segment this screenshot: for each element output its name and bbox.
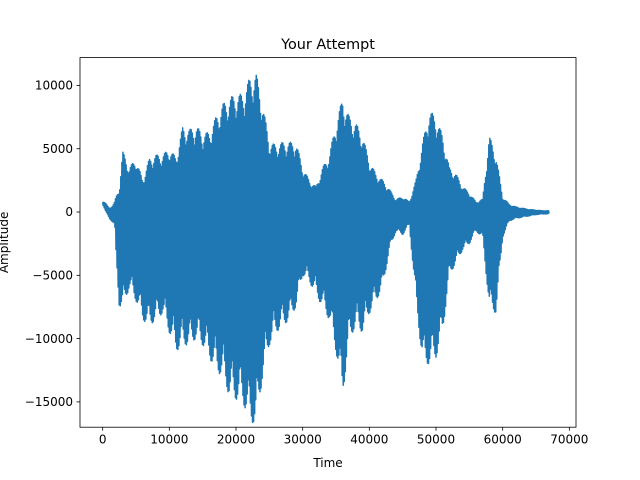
y-axis-label: Amplitude bbox=[0, 212, 11, 274]
x-tick-label: 60000 bbox=[484, 433, 522, 447]
x-tick-label: 0 bbox=[99, 433, 107, 447]
x-axis: 0 10000 20000 30000 40000 50000 60000 70000 bbox=[99, 427, 588, 447]
plot-area bbox=[101, 74, 550, 424]
y-tick-label: 5000 bbox=[42, 142, 73, 156]
y-axis: −15000 −10000 −5000 0 5000 10000 bbox=[25, 79, 80, 409]
waveform-series-line bbox=[101, 74, 550, 424]
axes-frame bbox=[79, 57, 577, 428]
x-tick-label: 40000 bbox=[350, 433, 388, 447]
y-tick-label: 0 bbox=[65, 205, 73, 219]
x-tick-label: 10000 bbox=[150, 433, 188, 447]
chart-title: Your Attempt bbox=[280, 37, 375, 53]
y-tick-label: −10000 bbox=[25, 332, 73, 346]
x-axis-label: Time bbox=[312, 456, 342, 470]
y-tick-label: −5000 bbox=[32, 269, 73, 283]
x-tick-label: 50000 bbox=[417, 433, 455, 447]
y-tick-label: −15000 bbox=[25, 395, 73, 409]
x-tick-label: 30000 bbox=[284, 433, 322, 447]
x-tick-label: 70000 bbox=[550, 433, 588, 447]
y-tick-label: 10000 bbox=[35, 79, 73, 93]
x-tick-label: 20000 bbox=[217, 433, 255, 447]
